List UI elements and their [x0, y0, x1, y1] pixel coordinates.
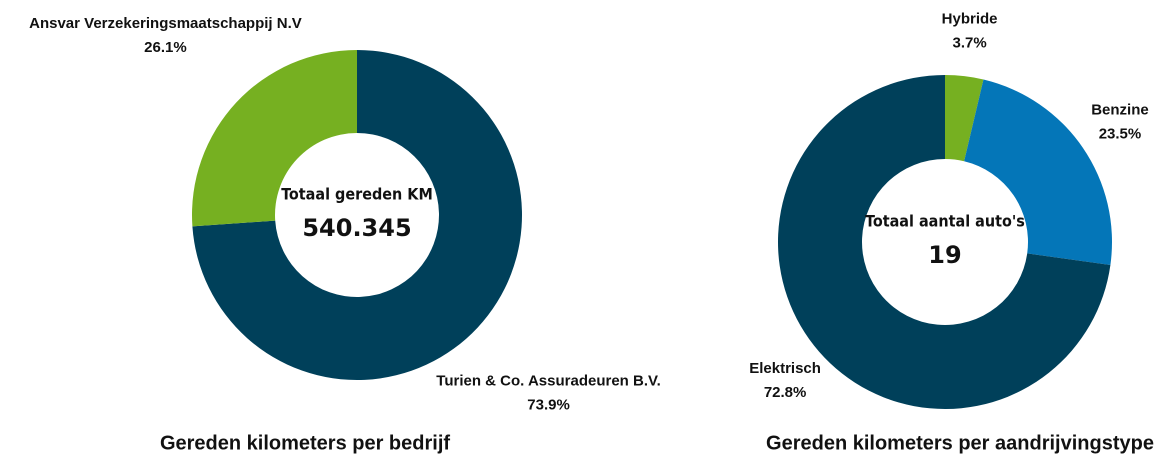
center-value: 19: [928, 241, 961, 269]
slice-label: Hybride: [942, 10, 998, 27]
slice-value: 26.1%: [144, 39, 187, 56]
slice-value: 3.7%: [952, 34, 986, 51]
slice-value: 73.9%: [527, 397, 570, 414]
chart-title: Gereden kilometers per bedrijf: [160, 432, 450, 454]
donut-slice: [945, 75, 984, 162]
slice-label: Ansvar Verzekeringsmaatschappij N.V: [29, 15, 302, 32]
donut-slice: [964, 79, 1112, 266]
center-value: 540.345: [302, 214, 411, 242]
center-label: Totaal aantal auto's: [865, 212, 1025, 231]
slice-value: 72.8%: [764, 384, 807, 401]
slice-value: 23.5%: [1099, 125, 1142, 142]
slice-label: Benzine: [1091, 101, 1149, 118]
donut-slice: [191, 50, 357, 227]
slice-label: Elektrisch: [749, 360, 821, 377]
chart-title: Gereden kilometers per aandrijvingstype: [766, 432, 1154, 454]
center-label: Totaal gereden KM: [281, 185, 433, 204]
donut-slice: [192, 50, 522, 380]
donut-slice: [778, 75, 1111, 409]
slice-label: Turien & Co. Assuradeuren B.V.: [436, 373, 661, 390]
